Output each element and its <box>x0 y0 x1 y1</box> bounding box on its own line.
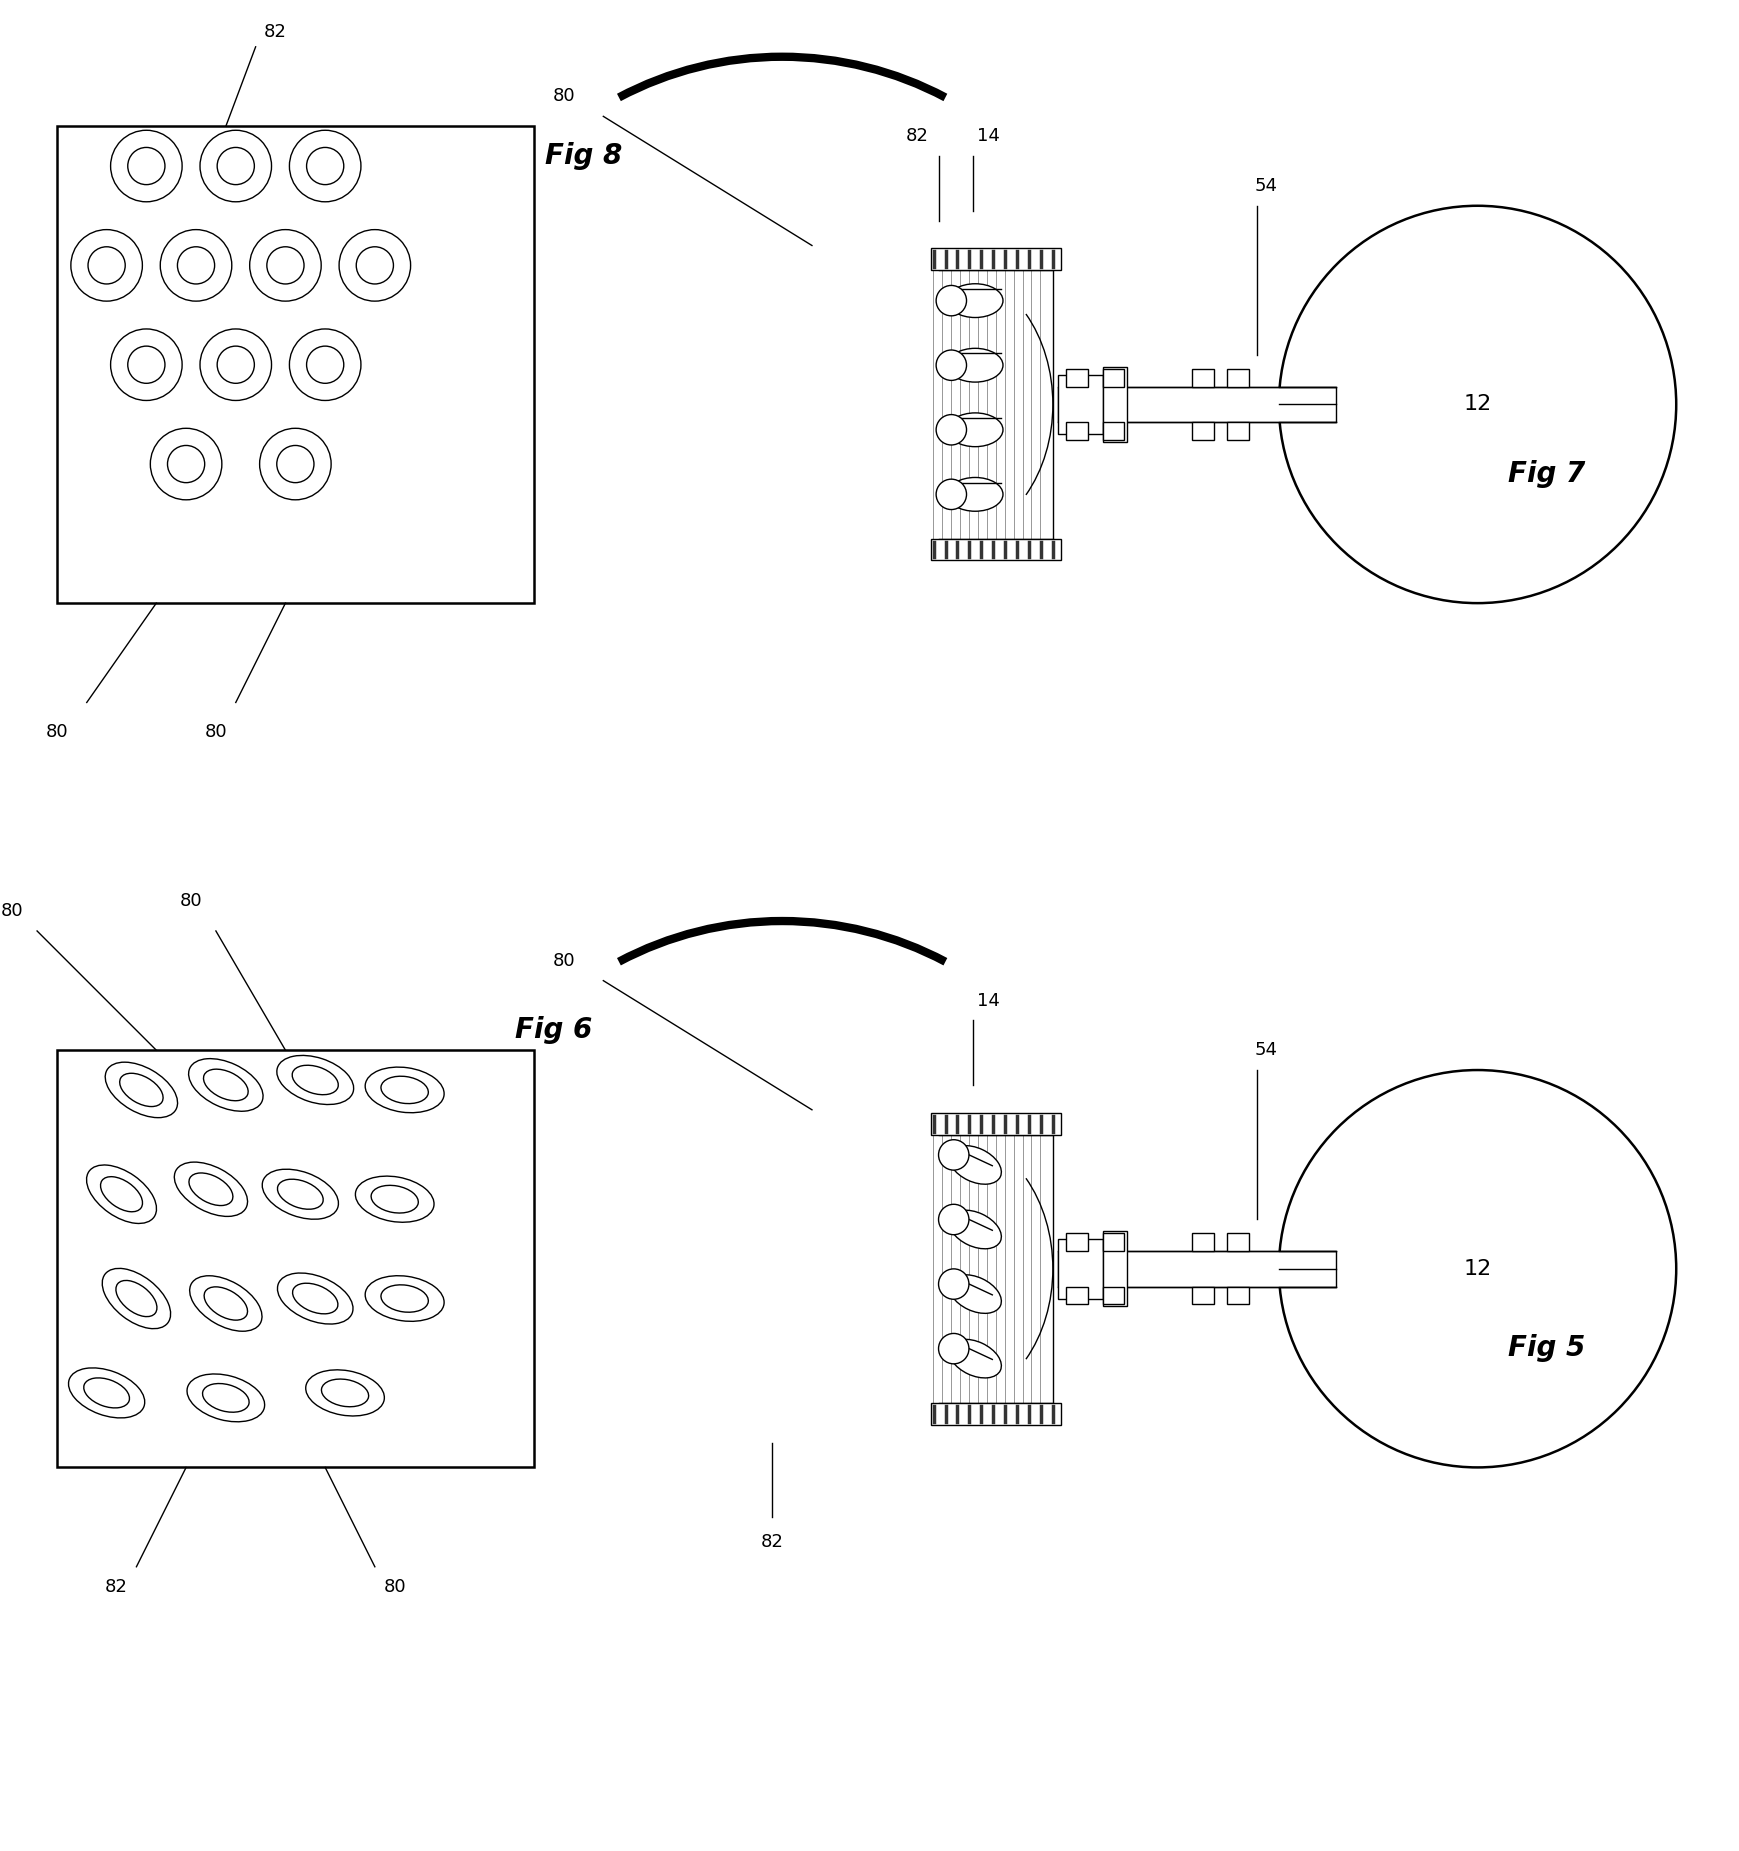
Bar <box>1191 368 1214 387</box>
Text: Fig 5: Fig 5 <box>1508 1335 1584 1362</box>
Bar <box>930 248 1061 270</box>
Bar <box>1103 368 1123 387</box>
Polygon shape <box>701 1096 1052 1403</box>
Text: 54: 54 <box>1254 178 1276 194</box>
Bar <box>1191 1233 1214 1251</box>
Text: 80: 80 <box>2 901 24 920</box>
Text: 82: 82 <box>760 1533 783 1551</box>
Bar <box>1103 1286 1123 1305</box>
Bar <box>930 539 1061 561</box>
Text: 14: 14 <box>976 992 1000 1009</box>
Circle shape <box>936 415 965 444</box>
Bar <box>1103 422 1123 441</box>
Ellipse shape <box>948 1146 1002 1185</box>
Text: 80: 80 <box>383 1577 405 1596</box>
Bar <box>1103 1231 1127 1307</box>
Bar <box>1066 1233 1087 1251</box>
Ellipse shape <box>948 1340 1002 1377</box>
Bar <box>1226 1233 1249 1251</box>
Circle shape <box>936 350 965 381</box>
Circle shape <box>937 1270 969 1299</box>
Bar <box>57 1050 534 1468</box>
Bar <box>1066 368 1087 387</box>
Ellipse shape <box>946 348 1002 381</box>
Text: 80: 80 <box>205 724 228 740</box>
Text: 80: 80 <box>551 87 574 106</box>
Bar <box>57 126 534 603</box>
Bar <box>1226 422 1249 441</box>
Text: 80: 80 <box>45 724 68 740</box>
Bar <box>1191 1286 1214 1305</box>
Text: 12: 12 <box>1462 394 1490 415</box>
Bar <box>930 1112 1061 1135</box>
Ellipse shape <box>946 478 1002 511</box>
Text: 80: 80 <box>551 951 574 970</box>
Bar <box>1066 422 1087 441</box>
Bar <box>930 1403 1061 1425</box>
Polygon shape <box>701 231 1052 539</box>
Ellipse shape <box>946 283 1002 318</box>
Bar <box>1226 1286 1249 1305</box>
Bar <box>1057 387 1336 422</box>
Bar <box>1066 1286 1087 1305</box>
Bar <box>1191 422 1214 441</box>
Text: 14: 14 <box>976 128 1000 144</box>
Ellipse shape <box>948 1211 1002 1249</box>
Circle shape <box>937 1140 969 1170</box>
Bar <box>1057 1238 1103 1299</box>
Bar <box>1057 374 1103 435</box>
Text: Fig 7: Fig 7 <box>1508 461 1584 489</box>
Text: 80: 80 <box>179 892 202 911</box>
Circle shape <box>936 285 965 317</box>
Text: 54: 54 <box>1254 1040 1276 1059</box>
Text: 12: 12 <box>1462 1259 1490 1279</box>
Bar <box>1103 1233 1123 1251</box>
Text: Fig 8: Fig 8 <box>544 143 623 170</box>
Bar <box>1103 366 1127 442</box>
Bar <box>1057 1251 1336 1286</box>
Circle shape <box>936 479 965 509</box>
Text: Fig 6: Fig 6 <box>515 1016 591 1044</box>
Text: 82: 82 <box>104 1577 129 1596</box>
Circle shape <box>937 1205 969 1235</box>
Text: 82: 82 <box>264 22 287 41</box>
Text: 82: 82 <box>906 128 929 144</box>
Bar <box>1226 368 1249 387</box>
Circle shape <box>937 1333 969 1364</box>
Ellipse shape <box>948 1275 1002 1314</box>
Ellipse shape <box>946 413 1002 446</box>
